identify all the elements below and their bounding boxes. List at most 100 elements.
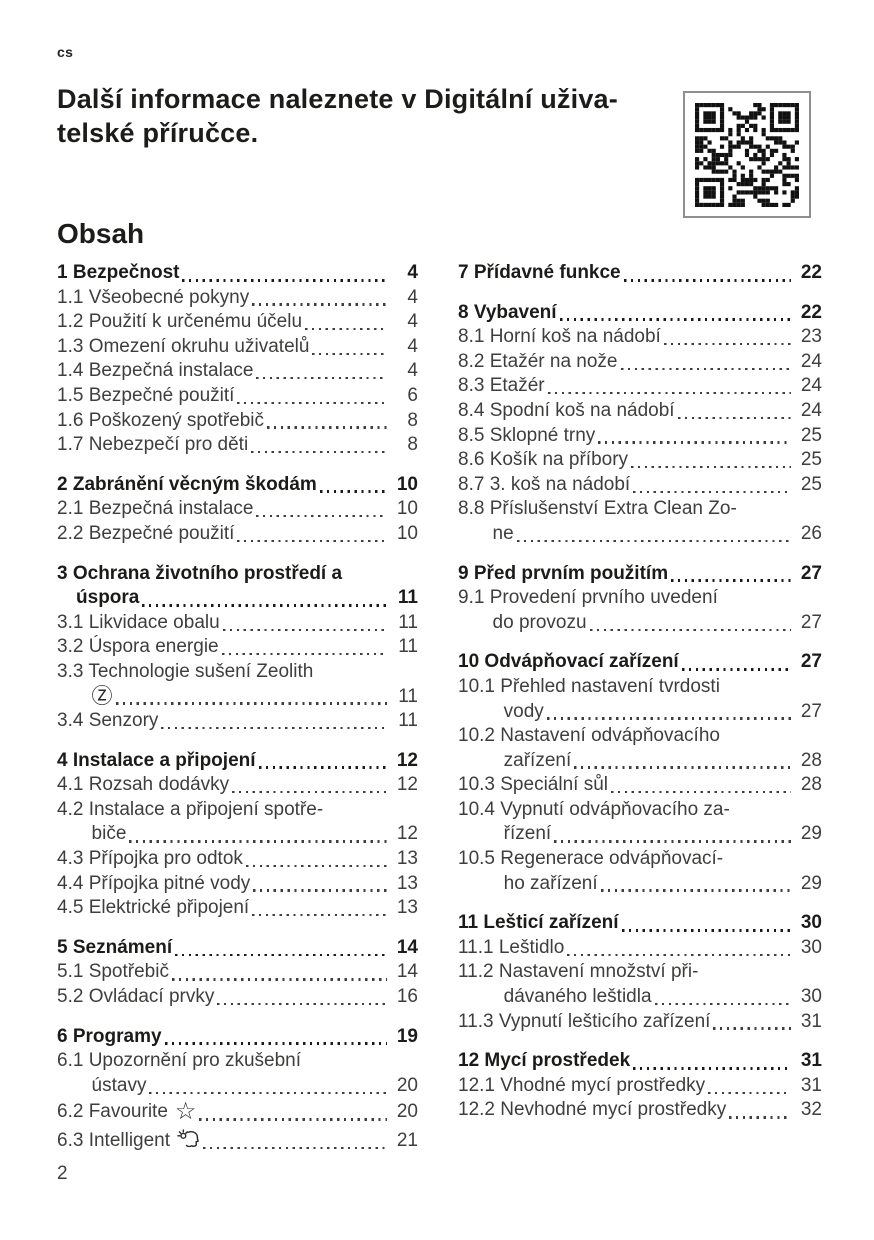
toc-entry: 11.2 Nastavení množství při-dávaného leš… [458,960,822,1009]
toc-entry-line: zařízení 28 [458,749,822,774]
toc-entry: 9 Před prvním použitím 27 [458,562,822,587]
dot-leader [663,342,791,346]
toc-entry: 1.7 Nebezpečí pro děti 8 [57,433,418,458]
toc-entry-line: 10.5 Regenerace odvápňovací- [458,847,822,872]
dot-leader [621,928,791,932]
toc-section: 10 Odvápňovací zařízení 27 10.1 Přehled na… [458,650,822,896]
toc-entry: 2.1 Bezpečná instalace 10 [57,497,418,522]
dot-leader [713,1027,791,1030]
toc-entry-line: 1.3 Omezení okruhu uživatelů 4 [57,335,418,360]
toc-page-ref: 20 [396,1074,418,1096]
toc-page-ref: 10 [396,473,418,495]
dot-leader [620,367,791,370]
dot-leader [600,889,791,892]
toc-entry: 2 Zabránění věcným škodám 10 [57,473,418,498]
toc-page-ref: 12 [396,774,418,796]
toc-page-ref: 19 [396,1025,418,1047]
toc-page-ref: 11 [398,685,418,707]
toc-entry-line: 8.3 Etažér 24 [458,374,822,399]
toc-page-ref: 27 [800,611,822,633]
toc-entry-text: 10.2 Nastavení odvápňovacího [458,725,720,747]
toc-entry: 10 Odvápňovací zařízení 27 [458,650,822,675]
toc-entry-line: řízení 29 [458,822,822,847]
toc-entry: 10.4 Vypnutí odvápňovacího za-řízení 29 [458,798,822,847]
toc-entry-line: 5.1 Spotřebič 14 [57,960,418,985]
toc-section: 2 Zabránění věcným škodám 10 2.1 Bezpečná … [57,473,418,547]
toc-entry-line: 5.2 Ovládací prvky 16 [57,985,418,1010]
toc-page-ref: 31 [800,1010,822,1032]
toc-page-ref: 11 [398,710,418,732]
contents-heading: Obsah [57,218,145,249]
dot-leader [319,490,387,494]
toc-entry-text: 3.4 Senzory [57,710,159,732]
dot-leader [129,840,387,843]
toc-page-ref: 14 [396,961,418,983]
toc-column-left: 1 Bezpečnost 4 1.1 Všeobecné pokyny 4 1.2 Po… [57,261,418,1154]
toc-section: 1 Bezpečnost 4 1.1 Všeobecné pokyny 4 1.2 Po… [57,261,418,458]
toc-entry-text: 8.3 Etažér [458,375,545,397]
dot-leader [222,628,387,631]
toc-entry-text: 8.8 Příslušenství Extra Clean Zo- [458,498,737,520]
toc-entry: 7 Přídavné funkce 22 [458,261,822,286]
toc-entry-line: 5 Seznámení 14 [57,936,418,961]
toc-entry-text: 8.1 Horní koš na nádobí [458,326,661,348]
toc-page-ref: 11 [398,611,418,633]
toc-entry-text: biče [91,823,127,845]
toc-entry-line: 1.5 Bezpečné použití 6 [57,384,418,409]
dot-leader [633,1066,791,1070]
dot-leader [203,1146,387,1150]
toc-entry-text: 11.1 Leštidlo [458,936,565,958]
toc-entry-line: 9.1 Provedení prvního uvedení [458,586,822,611]
toc-entry: 12.2 Nevhodné mycí prostředky 32 [458,1098,822,1123]
toc-entry-line: 4.4 Přípojka pitné vody 13 [57,872,418,897]
toc-entry-line: ne 26 [458,522,822,547]
toc-entry: 12 Mycí prostředek 31 [458,1049,822,1074]
toc-page-ref: 4 [407,335,418,357]
toc-page-ref: 28 [800,774,822,796]
toc-page-ref: 8 [407,434,418,456]
dot-leader [267,426,387,429]
toc-entry-line: 11 Lešticí zařízení 30 [458,911,822,936]
toc-entry: 10.3 Speciální sůl 28 [458,773,822,798]
dot-leader [554,840,791,843]
toc-entry-line: 1.7 Nebezpečí pro děti 8 [57,433,418,458]
toc-entry-text: 7 Přídavné funkce [458,262,621,283]
toc-entry-line: 11.3 Vypnutí lešticího zařízení 31 [458,1010,822,1035]
toc-entry: 8.7 3. koš na nádobí 25 [458,473,822,498]
table-of-contents: 1 Bezpečnost 4 1.1 Všeobecné pokyny 4 1.2 Po… [57,261,822,1154]
toc-entry-line: 10.2 Nastavení odvápňovacího [458,724,822,749]
toc-entry-line: 1.6 Poškozený spotřebič 8 [57,409,418,434]
toc-page-ref: 30 [800,936,822,958]
language-code-label: cs [57,44,74,60]
dot-leader [559,318,791,322]
qr-code-icon [695,102,799,207]
toc-entry-text: 9 Před prvním použitím [458,562,669,584]
dot-leader [729,1116,791,1119]
digital-manual-notice: Další informace naleznete v Digitální už… [57,84,618,148]
toc-page-ref: 22 [800,301,822,323]
toc-entry-line: 8.1 Horní koš na nádobí 23 [458,325,822,350]
toc-entry-text: 4.5 Elektrické připojení [57,897,250,919]
toc-entry: 1.3 Omezení okruhu uživatelů 4 [57,335,418,360]
dot-leader [677,416,791,420]
toc-entry: 4.5 Elektrické připojení 13 [57,896,418,921]
toc-entry: 6.1 Upozornění pro zkušební ústavy 20 [57,1049,418,1098]
dot-leader [237,401,387,405]
dot-leader [161,726,387,730]
toc-entry-text: 1.4 Bezpečná instalace [57,360,254,382]
dot-leader [256,377,387,380]
toc-entry-text: 10 Odvápňovací zařízení [458,651,679,673]
toc-entry-text: 1.6 Poškozený spotřebič [57,409,265,431]
toc-section: 12 Mycí prostředek 31 12.1 Vhodné mycí pro… [458,1049,822,1123]
toc-entry-line: 8.4 Spodní koš na nádobí 24 [458,399,822,424]
toc-entry-line: 12.2 Nevhodné mycí prostředky 32 [458,1098,822,1123]
dot-leader [623,278,791,282]
toc-section: 4 Instalace a připojení 12 4.1 Rozsah dodá… [57,749,418,921]
toc-page-ref: 11 [397,587,418,609]
toc-entry: 8.1 Horní koš na nádobí 23 [458,325,822,350]
dot-leader [171,978,387,981]
toc-entry-line: 8.5 Sklopné trny 25 [458,424,822,449]
dot-leader [516,539,791,543]
toc-entry-text: 12 Mycí prostředek [458,1050,631,1072]
toc-section: 6 Programy 19 6.1 Upozornění pro zkušební ú… [57,1025,418,1154]
